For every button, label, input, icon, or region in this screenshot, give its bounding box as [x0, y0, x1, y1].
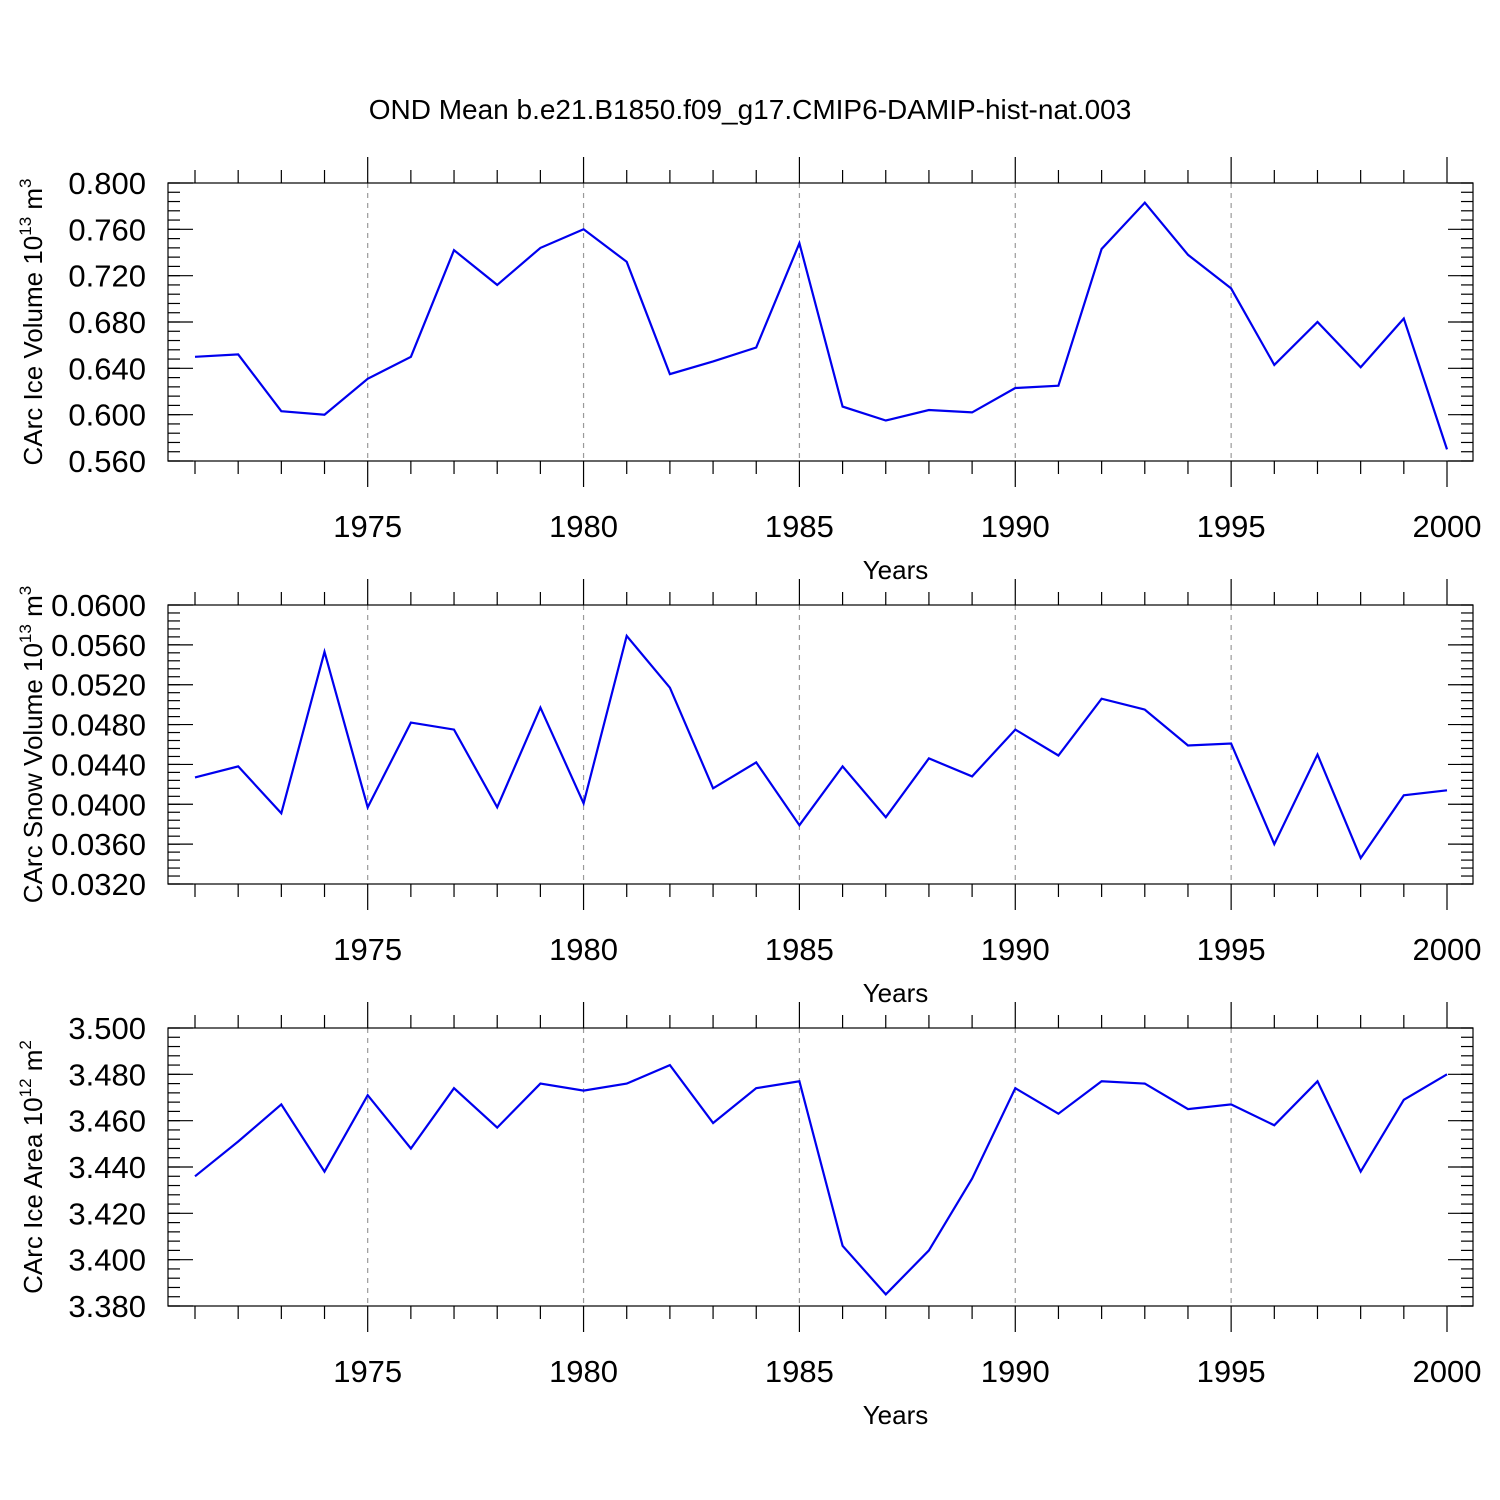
x-tick-label: 1980 — [549, 509, 618, 544]
x-tick-label: 2000 — [1413, 509, 1482, 544]
y-tick-label: 0.0360 — [51, 827, 146, 862]
y-axis-label: CArc Ice Area 1012 m2 — [16, 1040, 48, 1294]
y-tick-label: 3.380 — [68, 1289, 146, 1324]
series-line — [194, 633, 1448, 861]
y-tick-label: 3.420 — [68, 1196, 146, 1231]
y-tick-label: 3.500 — [68, 1011, 146, 1046]
panel-1: 0.560 0.600 0.640 0.680 0.720 0.760 0.800 1975 1… — [16, 157, 1481, 585]
y-tick-label: 0.0400 — [51, 787, 146, 822]
y-tick-label: 3.480 — [68, 1057, 146, 1092]
y-tick-label: 0.800 — [68, 166, 146, 201]
y-tick-label: 0.0600 — [51, 588, 146, 623]
y-axis-label-text: CArc Ice Area 10 — [18, 1097, 48, 1294]
y-axis-label-unit-exponent: 3 — [16, 178, 35, 187]
y-axis-label-unit: m — [18, 1050, 48, 1079]
y-axis-label-exponent: 13 — [16, 217, 35, 236]
y-axis-label-exponent: 12 — [16, 1078, 35, 1097]
y-axis-label-unit: m — [18, 188, 48, 217]
y-tick-label: 0.0440 — [51, 747, 146, 782]
x-tick-label: 1990 — [981, 932, 1050, 967]
plot-frame — [167, 1027, 1474, 1307]
y-tick-label: 0.640 — [68, 351, 146, 386]
panel-2: 0.0320 0.0360 0.0400 0.0440 0.0480 0.0520 0.05… — [16, 579, 1481, 1008]
x-tick-label: 1985 — [765, 509, 834, 544]
y-axis-label-unit-exponent: 3 — [16, 586, 35, 595]
y-tick-label: 0.760 — [68, 212, 146, 247]
y-axis-label-exponent: 13 — [16, 624, 35, 643]
y-tick-label: 3.440 — [68, 1150, 146, 1185]
y-axis-label-text: CArc Snow Volume 10 — [18, 643, 48, 903]
y-axis-label-text: CArc Ice Volume 10 — [18, 236, 48, 466]
y-tick-label: 0.0520 — [51, 668, 146, 703]
x-tick-label: 1990 — [981, 509, 1050, 544]
x-tick-label: 1975 — [333, 509, 402, 544]
plot-frame — [167, 604, 1474, 885]
x-tick-label: 1985 — [765, 1354, 834, 1389]
chart-title: OND Mean b.e21.B1850.f09_g17.CMIP6-DAMIP… — [369, 94, 1132, 125]
panel-3: 3.380 3.400 3.420 3.440 3.460 3.480 3.500 1975 1… — [16, 1002, 1481, 1430]
y-tick-label: 0.680 — [68, 305, 146, 340]
y-tick-label: 3.460 — [68, 1104, 146, 1139]
x-tick-label: 1995 — [1197, 509, 1266, 544]
x-tick-label: 1995 — [1197, 1354, 1266, 1389]
y-tick-label: 0.0560 — [51, 628, 146, 663]
y-tick-label: 0.0320 — [51, 867, 146, 902]
y-axis-label: CArc Ice Volume 1013 m3 — [16, 178, 48, 465]
x-tick-label: 1975 — [333, 1354, 402, 1389]
series-line — [194, 1063, 1448, 1297]
y-tick-label: 0.600 — [68, 398, 146, 433]
x-axis-label: Years — [863, 978, 929, 1008]
y-axis-label-unit-exponent: 2 — [16, 1040, 35, 1049]
x-axis-label: Years — [863, 555, 929, 585]
x-tick-label: 1990 — [981, 1354, 1050, 1389]
y-tick-label: 0.0480 — [51, 708, 146, 743]
x-tick-label: 2000 — [1413, 932, 1482, 967]
y-tick-label: 0.560 — [68, 444, 146, 479]
x-axis-label: Years — [863, 1400, 929, 1430]
x-tick-label: 1975 — [333, 932, 402, 967]
y-axis-label-unit: m — [18, 595, 48, 624]
y-axis-label: CArc Snow Volume 1013 m3 — [16, 586, 48, 903]
x-tick-label: 1980 — [549, 1354, 618, 1389]
y-tick-label: 0.720 — [68, 259, 146, 294]
x-tick-label: 1985 — [765, 932, 834, 967]
series-line — [194, 201, 1449, 450]
x-tick-label: 2000 — [1413, 1354, 1482, 1389]
x-tick-label: 1995 — [1197, 932, 1266, 967]
x-tick-label: 1980 — [549, 932, 618, 967]
y-tick-label: 3.400 — [68, 1243, 146, 1278]
